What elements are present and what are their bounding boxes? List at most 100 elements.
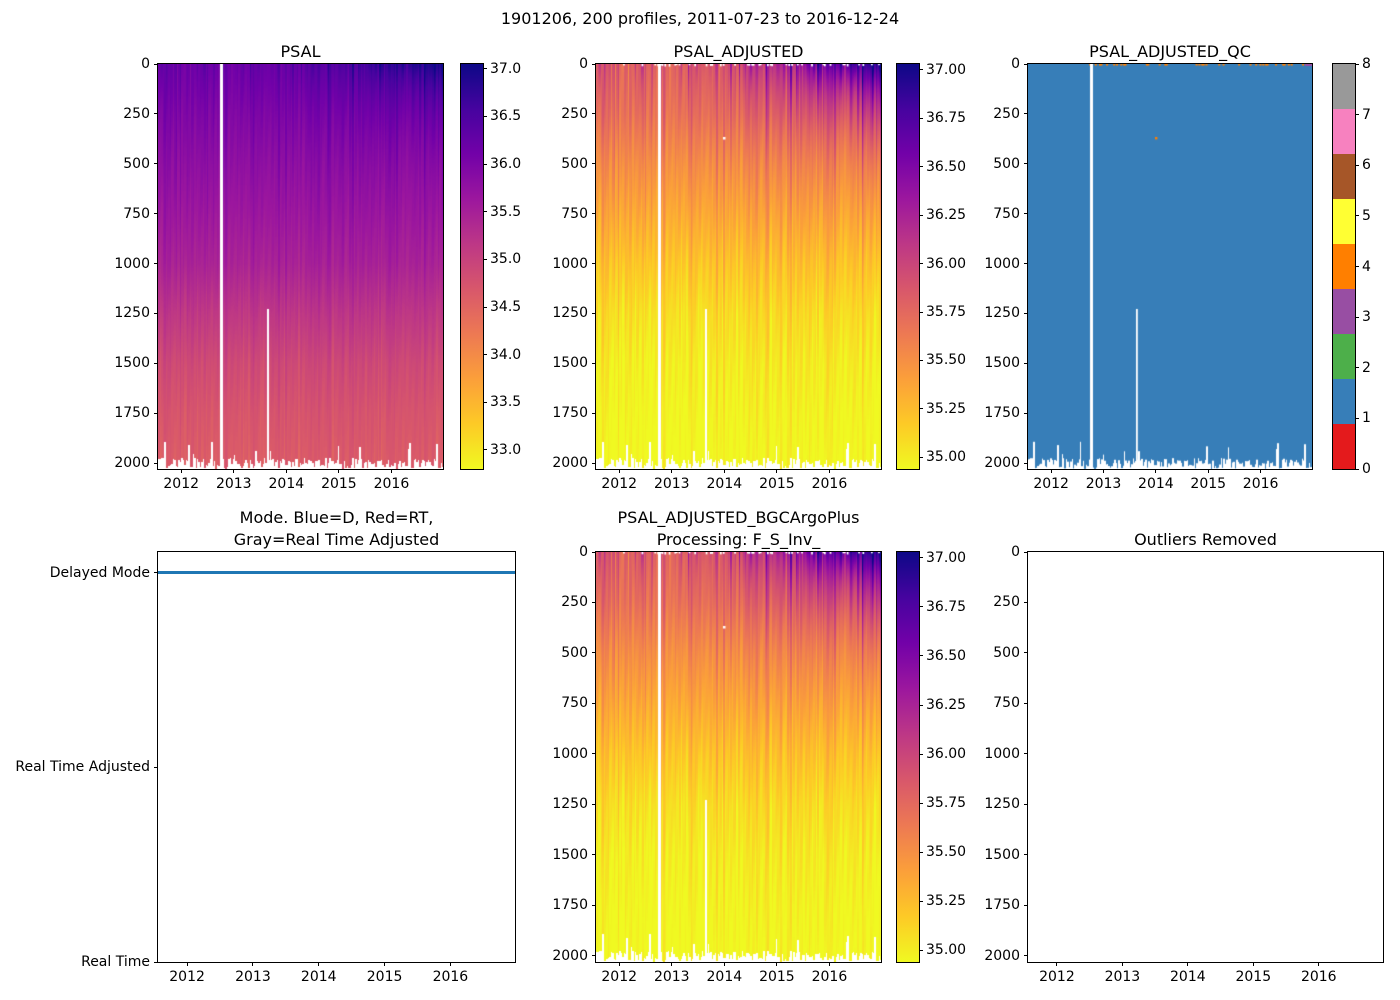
- x-tick-mark: [1187, 962, 1189, 966]
- colorbar-tick-mark: [483, 68, 487, 70]
- y-tick-label: Real Time Adjusted: [15, 759, 150, 775]
- x-tick-label: 2015: [1190, 476, 1227, 492]
- x-tick-mark: [618, 962, 620, 966]
- x-tick-mark: [449, 962, 451, 966]
- y-tick-label: 1000: [552, 255, 588, 272]
- x-tick-mark: [1050, 469, 1052, 473]
- colorbar-tick-mark: [483, 258, 487, 260]
- x-tick-label: 2012: [163, 476, 200, 492]
- colorbar-tick-label: 8: [1362, 56, 1371, 72]
- y-tick-label: 1000: [114, 255, 150, 272]
- colorbar-tick-mark: [483, 211, 487, 213]
- y-tick-label: 500: [123, 155, 150, 172]
- colorbar-tick-mark: [1355, 266, 1359, 267]
- colorbar-tick-label: 35.75: [926, 304, 967, 321]
- x-tick-mark: [1155, 469, 1157, 473]
- x-tick-label: 2012: [601, 476, 638, 492]
- x-tick-mark: [384, 962, 386, 966]
- x-tick-mark: [338, 469, 340, 473]
- x-tick-mark: [828, 469, 830, 473]
- colorbar-tick-mark: [1355, 215, 1359, 217]
- x-tick-label: 2012: [601, 969, 638, 985]
- x-tick-label: 2016: [432, 969, 469, 985]
- x-tick-label: 2013: [1085, 476, 1122, 492]
- psal-adjusted-qc-heatmap-canvas: [1028, 64, 1312, 469]
- y-tick-label: 1000: [984, 255, 1020, 272]
- bgc-plot-area: [595, 551, 882, 963]
- y-tick-mark: [1024, 462, 1028, 464]
- qc-colorbar-cell-6: [1333, 154, 1355, 199]
- colorbar-tick-mark: [1355, 417, 1359, 419]
- bgc-heatmap-canvas: [596, 552, 881, 962]
- x-tick-label: 2013: [653, 476, 690, 492]
- x-tick-mark: [1103, 469, 1105, 473]
- colorbar-tick-label: 36.00: [926, 255, 967, 272]
- x-tick-mark: [1207, 469, 1209, 473]
- y-tick-mark: [592, 955, 596, 957]
- figure-title: 1901206, 200 profiles, 2011-07-23 to 201…: [500, 9, 900, 28]
- y-tick-label: 750: [561, 205, 588, 222]
- x-tick-mark: [318, 962, 320, 966]
- y-tick-label: 250: [561, 594, 588, 611]
- colorbar-tick-mark: [483, 163, 487, 165]
- y-tick-mark: [1024, 955, 1028, 957]
- y-tick-label: 500: [993, 155, 1020, 172]
- x-tick-label: 2015: [759, 476, 795, 492]
- x-tick-mark: [1056, 962, 1058, 966]
- colorbar-tick-mark: [483, 115, 487, 117]
- x-tick-label: 2014: [300, 969, 337, 985]
- y-tick-label: 1250: [984, 796, 1020, 813]
- y-tick-mark: [592, 803, 596, 805]
- colorbar-tick-label: 36.75: [926, 110, 967, 127]
- y-tick-label: 1250: [984, 305, 1020, 322]
- colorbar-tick-mark: [919, 263, 923, 265]
- colorbar-tick-label: 7: [1362, 106, 1371, 123]
- y-tick-mark: [1024, 312, 1028, 314]
- x-tick-label: 2016: [811, 476, 848, 492]
- colorbar-tick-mark: [919, 408, 923, 410]
- colorbar-tick-label: 0: [1362, 461, 1371, 477]
- colorbar-tick-mark: [1355, 63, 1359, 65]
- y-tick-label: 250: [123, 105, 150, 122]
- colorbar-tick-mark: [483, 306, 487, 308]
- y-tick-mark: [1024, 854, 1028, 856]
- x-tick-label: 2013: [653, 969, 690, 985]
- y-tick-mark: [154, 362, 158, 364]
- colorbar-tick-mark: [919, 69, 923, 71]
- x-tick-label: 2014: [706, 969, 743, 985]
- x-tick-label: 2014: [706, 476, 743, 492]
- x-tick-mark: [1121, 962, 1123, 966]
- y-tick-label: 1750: [552, 897, 588, 914]
- x-tick-label: 2016: [1300, 969, 1337, 985]
- y-tick-mark: [592, 362, 596, 364]
- y-tick-mark: [1024, 601, 1028, 603]
- colorbar-tick-label: 36.25: [926, 207, 967, 224]
- y-tick-mark: [592, 113, 596, 115]
- qc-colorbar-cell-3: [1333, 289, 1355, 334]
- x-tick-label: 2014: [1138, 476, 1174, 492]
- y-tick-mark: [154, 113, 158, 115]
- mode-delayed-line: [158, 571, 515, 574]
- colorbar-tick-label: 4: [1362, 258, 1371, 275]
- y-tick-label: 0: [1011, 544, 1020, 560]
- psal-adjusted-plot-area: [595, 63, 882, 470]
- qc-colorbar-cell-4: [1333, 244, 1355, 289]
- x-tick-label: 2014: [268, 476, 305, 492]
- y-tick-mark: [1024, 904, 1028, 906]
- y-tick-label: 1000: [984, 745, 1020, 762]
- y-tick-mark: [154, 163, 158, 165]
- y-tick-mark: [1024, 551, 1028, 553]
- y-tick-label: 1000: [552, 745, 588, 762]
- colorbar-tick-mark: [919, 214, 923, 216]
- colorbar-tick-mark: [919, 704, 923, 706]
- x-tick-mark: [671, 962, 673, 966]
- qc-colorbar-cell-0: [1333, 424, 1355, 469]
- qc-colorbar-cell-1: [1333, 379, 1355, 424]
- colorbar-tick-mark: [1355, 164, 1359, 166]
- colorbar-tick-label: 35.75: [926, 795, 967, 812]
- y-tick-label: 1500: [552, 355, 588, 372]
